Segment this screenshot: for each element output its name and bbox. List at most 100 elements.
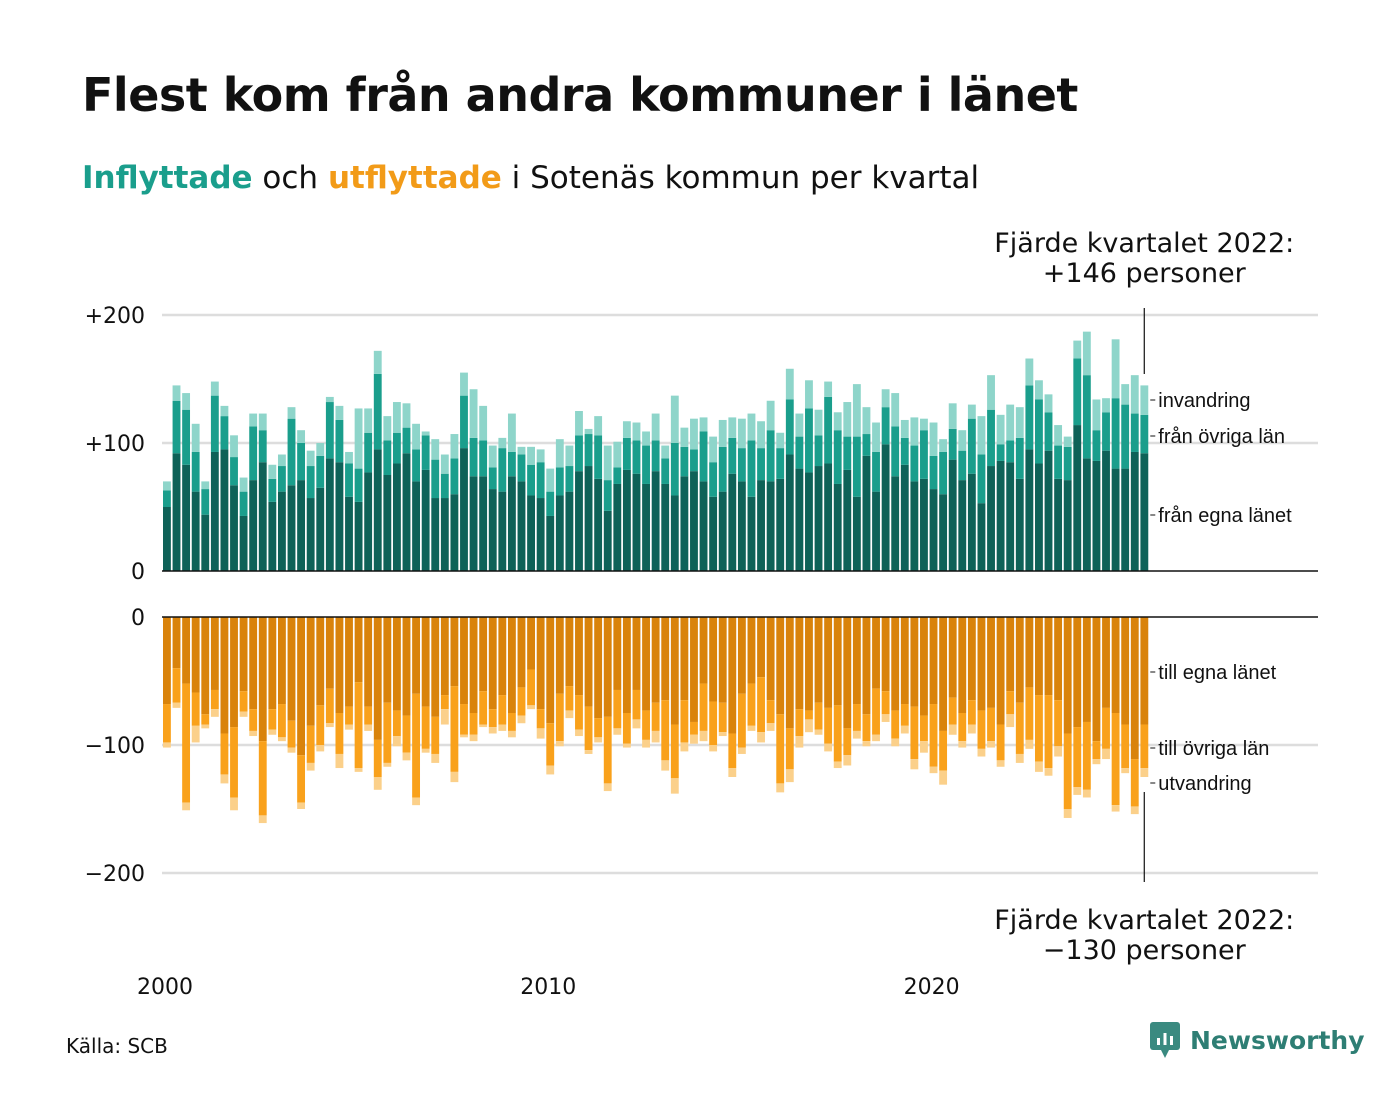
inflow-bar-segment [824, 396, 833, 464]
outflow-bar-segment [421, 706, 430, 749]
outflow-bar-segment [1044, 695, 1053, 769]
inflow-bar-segment [258, 430, 267, 463]
inflow-bar-segment [383, 416, 392, 441]
outflow-bar-segment [527, 669, 535, 706]
outflow-bar-segment [565, 710, 574, 719]
outflow-bar-segment [718, 617, 727, 703]
outflow-bar-segment [929, 766, 938, 774]
inflow-bar-segment [191, 491, 200, 571]
outflow-bar-segment [498, 724, 507, 731]
outflow-bar-segment [1035, 617, 1043, 696]
outflow-bar-segment [613, 617, 622, 690]
outflow-bar-segment [517, 687, 526, 716]
inflow-bar-segment [172, 385, 181, 401]
inflow-bar-segment [584, 434, 593, 467]
outflow-bar-segment [632, 689, 641, 720]
inflow-bar-segment [594, 435, 603, 479]
outflow-bar-segment [699, 617, 708, 684]
inflow-bar-segment [910, 417, 919, 446]
outflow-bar-segment [392, 617, 401, 711]
outflow-bar-segment [402, 752, 411, 761]
outflow-bar-segment [967, 724, 976, 734]
inflow-bar-segment [795, 468, 804, 571]
outflow-bar-segment [306, 617, 315, 726]
inflow-bar-segment [680, 446, 689, 477]
inflow-bar-segment [1015, 407, 1024, 438]
inflow-bar-segment [1054, 478, 1063, 571]
inflow-bar-segment [335, 419, 344, 463]
inflow-bar-segment [661, 458, 670, 484]
outflow-bar-segment [977, 748, 986, 757]
outflow-bar-segment [776, 617, 785, 715]
outflow-bar-segment [977, 617, 986, 711]
source-label: Källa: SCB [66, 1034, 168, 1058]
inflow-bar-segment [1025, 358, 1034, 386]
inflow-bar-segment [1130, 451, 1139, 571]
outflow-bar-segment [479, 691, 488, 725]
y-tick-label-outflow: 0 [131, 606, 145, 631]
inflow-bar-segment [460, 448, 468, 571]
outflow-bar-segment [958, 713, 967, 742]
inflow-bar-segment [718, 446, 727, 492]
inflow-bar-segment [421, 431, 430, 436]
outflow-bar-segment [172, 617, 181, 669]
outflow-bar-segment [1082, 617, 1091, 722]
inflow-bar-segment [575, 435, 583, 472]
outflow-bar-segment [987, 741, 995, 748]
outflow-bar-segment [843, 617, 852, 729]
outflow-bar-segment [431, 716, 440, 754]
inflow-bar-segment [268, 501, 277, 571]
outflow-bar-segment [1121, 617, 1130, 725]
x-tick-label: 2010 [520, 975, 576, 1000]
inflow-bar-segment [268, 464, 277, 479]
outflow-bar-segment [958, 617, 967, 713]
inflow-bar-segment [1092, 460, 1101, 571]
inflow-bar-segment [603, 445, 612, 481]
inflow-bar-segment [632, 473, 641, 571]
outflow-bar-segment [824, 617, 833, 708]
inflow-bar-segment [622, 421, 631, 438]
inflow-bar-segment [182, 409, 191, 465]
inflow-bar-segment [651, 440, 660, 472]
inflow-bar-segment [1111, 398, 1120, 469]
inflow-bar-segment [977, 416, 986, 455]
outflow-bar-segment [1063, 809, 1072, 818]
outflow-bar-segment [392, 736, 401, 747]
outflow-bar-segment [287, 720, 296, 748]
outflow-bar-segment [469, 734, 478, 742]
outflow-bar-segment [163, 704, 171, 743]
inflow-bar-segment [814, 409, 823, 436]
inflow-bar-segment [1006, 404, 1015, 441]
outflow-bar-segment [709, 617, 718, 702]
outflow-bar-segment [230, 617, 238, 728]
outflow-bar-segment [680, 742, 689, 752]
outflow-bar-segment [412, 797, 421, 806]
inflow-bar-segment [690, 471, 698, 571]
outflow-bar-segment [412, 617, 421, 694]
inflow-bar-segment [948, 459, 957, 571]
outflow-bar-segment [939, 770, 948, 785]
outflow-bar-segment [354, 682, 363, 769]
inflow-bar-segment [642, 445, 650, 484]
inflow-bar-segment [651, 471, 660, 571]
subtitle-rest: i Sotenäs kommun per kvartal [501, 160, 980, 196]
inflow-bar-segment [412, 423, 421, 450]
inflow-bar-segment [191, 451, 200, 492]
inflow-bar-segment [1006, 462, 1015, 571]
outflow-bar-segment [239, 711, 248, 717]
annotation-outflow-line2: −130 personer [1043, 935, 1247, 966]
inflow-bar-segment [920, 478, 928, 571]
outflow-bar-segment [747, 683, 756, 726]
inflow-bar-segment [345, 463, 353, 497]
inflow-bar-segment [795, 413, 804, 437]
inflow-bar-segment [431, 459, 440, 499]
inflow-bar-segment [163, 481, 171, 491]
inflow-bar-segment [776, 448, 785, 479]
outflow-bar-segment [364, 706, 373, 725]
inflow-bar-segment [709, 436, 718, 463]
y-tick-label-outflow: −100 [85, 734, 145, 759]
outflow-bar-segment [1140, 724, 1149, 769]
inflow-bar-segment [891, 476, 900, 571]
inflow-bar-segment [460, 372, 468, 396]
outflow-bar-segment [163, 617, 171, 705]
